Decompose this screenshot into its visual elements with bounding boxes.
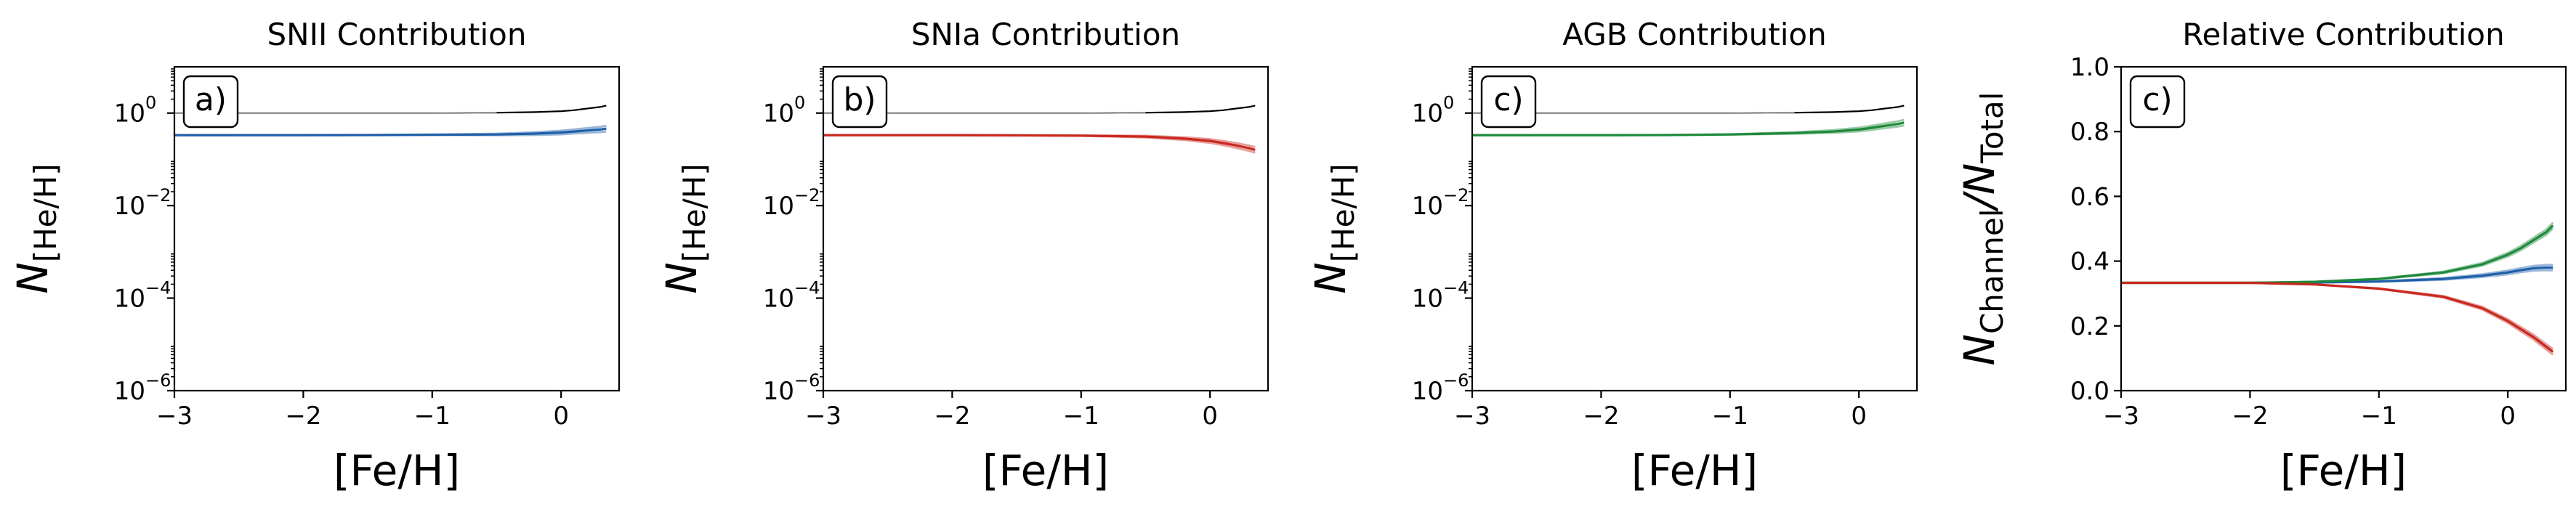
y-tick-exponent: −2 bbox=[794, 185, 820, 205]
y-tick-label: 10 bbox=[1412, 285, 1443, 314]
y-tick-label: 0.4 bbox=[2070, 248, 2109, 277]
x-tick-label: 0 bbox=[2500, 402, 2516, 431]
series-group bbox=[2121, 221, 2554, 356]
x-tick-label: −2 bbox=[934, 402, 970, 431]
x-axis-label: [Fe/H] bbox=[982, 446, 1109, 495]
y-tick-label: 10 bbox=[114, 285, 145, 314]
x-tick-label: −1 bbox=[414, 402, 451, 431]
y-tick-label: 10 bbox=[114, 99, 145, 129]
y-tick-label: 1.0 bbox=[2070, 53, 2109, 82]
x-tick-label: −3 bbox=[156, 402, 193, 431]
x-tick-label: −3 bbox=[2103, 402, 2139, 431]
x-axis-label: [Fe/H] bbox=[1631, 446, 1758, 495]
y-label-sub: Channel bbox=[1974, 209, 2010, 334]
y-tick-label: 10 bbox=[114, 192, 145, 221]
series-2-line bbox=[2121, 224, 2554, 285]
y-label-slash: /N bbox=[1955, 163, 2004, 213]
series-1-line bbox=[1472, 105, 1905, 114]
y-tick-exponent: −6 bbox=[794, 370, 820, 391]
y-tick-exponent: −6 bbox=[1443, 370, 1469, 391]
y-tick-label: 0.2 bbox=[2070, 312, 2109, 341]
y-tick-exponent: −4 bbox=[794, 278, 820, 298]
y-tick-exponent: −2 bbox=[1443, 185, 1469, 205]
series-group bbox=[174, 105, 607, 137]
chart-title: AGB Contribution bbox=[1562, 17, 1826, 52]
x-tick-label: −1 bbox=[2361, 402, 2397, 431]
y-tick-label: 10 bbox=[763, 377, 794, 406]
axes-frame bbox=[1471, 65, 1918, 392]
chart-title: SNIa Contribution bbox=[911, 17, 1180, 52]
y-tick-exponent: −2 bbox=[145, 185, 171, 205]
chart-title: SNII Contribution bbox=[267, 17, 527, 52]
y-label-n: N bbox=[1306, 262, 1355, 293]
axes-frame bbox=[822, 65, 1269, 392]
y-label-sub: [He/H] bbox=[28, 163, 63, 262]
series-1-line bbox=[174, 105, 607, 114]
y-tick-label: 10 bbox=[1412, 192, 1443, 221]
y-label-n: N bbox=[8, 262, 57, 293]
x-tick-label: 0 bbox=[1851, 402, 1867, 431]
y-tick-label: 0.6 bbox=[2070, 182, 2109, 211]
x-axis-label: [Fe/H] bbox=[334, 446, 460, 495]
y-label-sub: Total bbox=[1974, 92, 2010, 164]
y-label-n: N bbox=[1955, 334, 2004, 365]
x-tick-label: −2 bbox=[285, 402, 321, 431]
series-2-line bbox=[823, 134, 1256, 151]
series-3-band-1 bbox=[2121, 282, 2554, 350]
x-tick-label: −1 bbox=[1063, 402, 1099, 431]
x-tick-label: 0 bbox=[553, 402, 569, 431]
y-axis-label: NChannel/NTotal bbox=[1955, 92, 2010, 366]
series-group bbox=[1472, 105, 1905, 137]
y-tick-label: 10 bbox=[763, 285, 794, 314]
panel-label-box bbox=[182, 75, 239, 129]
x-tick-label: −1 bbox=[1712, 402, 1748, 431]
y-tick-exponent: −4 bbox=[145, 278, 171, 298]
series-1-line bbox=[823, 105, 1256, 114]
series-2-line bbox=[1472, 121, 1905, 137]
panel-label-box bbox=[1480, 75, 1537, 129]
y-tick-label: 0.8 bbox=[2070, 118, 2109, 147]
y-axis-label: N[He/H] bbox=[1306, 163, 1361, 293]
y-tick-label: 10 bbox=[1412, 99, 1443, 129]
axes-frame bbox=[2120, 65, 2567, 392]
series-3-line bbox=[2121, 281, 2554, 353]
x-tick-label: −2 bbox=[2232, 402, 2268, 431]
x-tick-label: 0 bbox=[1202, 402, 1218, 431]
y-tick-exponent: 0 bbox=[1443, 93, 1454, 113]
y-tick-exponent: −6 bbox=[145, 370, 171, 391]
y-label-n: N bbox=[657, 262, 706, 293]
y-tick-label: 10 bbox=[1412, 377, 1443, 406]
panel-label: c) bbox=[1493, 81, 1523, 118]
y-tick-exponent: 0 bbox=[794, 93, 805, 113]
panel-label: b) bbox=[843, 81, 876, 118]
y-tick-label: 10 bbox=[114, 377, 145, 406]
y-tick-exponent: −4 bbox=[1443, 278, 1469, 298]
y-tick-label: 10 bbox=[763, 99, 794, 129]
y-label-sub: [He/H] bbox=[1325, 163, 1361, 262]
series-2-line bbox=[174, 127, 607, 137]
x-tick-label: −2 bbox=[1583, 402, 1619, 431]
series-3-band-2 bbox=[2121, 282, 2554, 356]
y-tick-label: 0.0 bbox=[2070, 377, 2109, 406]
x-axis-label: [Fe/H] bbox=[2280, 446, 2407, 495]
x-tick-label: −3 bbox=[1454, 402, 1490, 431]
y-tick-exponent: 0 bbox=[145, 93, 156, 113]
panel-label-box bbox=[831, 75, 888, 129]
chart-panel-4: −3 −2 −1 0 0.0 0.2 0.4 0.6 0.8 1.0 Relative Contri… bbox=[1955, 17, 2567, 495]
y-label-sub: [He/H] bbox=[677, 163, 712, 262]
y-axis-label: N[He/H] bbox=[657, 163, 712, 293]
panel-label: a) bbox=[195, 81, 227, 118]
chart-title: Relative Contribution bbox=[2182, 17, 2505, 52]
y-axis-label: N[He/H] bbox=[8, 163, 63, 293]
panel-label: c) bbox=[2142, 81, 2172, 118]
y-tick-label: 10 bbox=[763, 192, 794, 221]
x-tick-label: −3 bbox=[805, 402, 841, 431]
series-group bbox=[823, 105, 1256, 154]
axes-frame bbox=[173, 65, 621, 392]
panel-label-box bbox=[2129, 75, 2186, 129]
